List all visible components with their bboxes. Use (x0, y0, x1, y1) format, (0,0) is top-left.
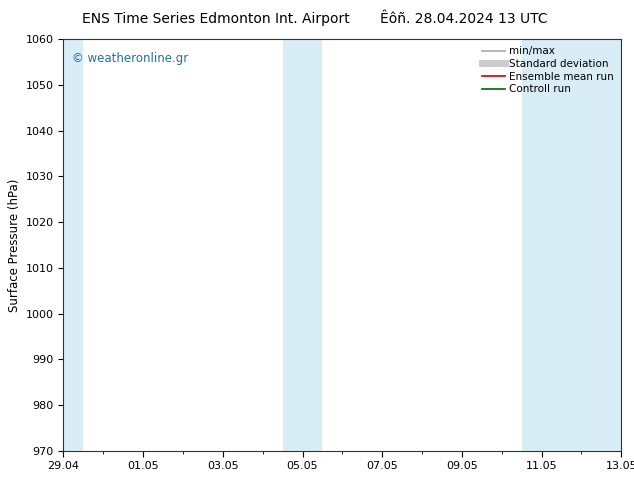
Text: ENS Time Series Edmonton Int. Airport: ENS Time Series Edmonton Int. Airport (82, 12, 350, 26)
Bar (60, 39, 83, 451)
Legend: min/max, Standard deviation, Ensemble mean run, Controll run: min/max, Standard deviation, Ensemble me… (480, 45, 616, 97)
Bar (283, 39, 323, 451)
Text: Êôñ. 28.04.2024 13 UTC: Êôñ. 28.04.2024 13 UTC (380, 12, 548, 26)
Bar (522, 39, 625, 451)
Y-axis label: Surface Pressure (hPa): Surface Pressure (hPa) (8, 178, 22, 312)
Text: © weatheronline.gr: © weatheronline.gr (72, 51, 188, 65)
